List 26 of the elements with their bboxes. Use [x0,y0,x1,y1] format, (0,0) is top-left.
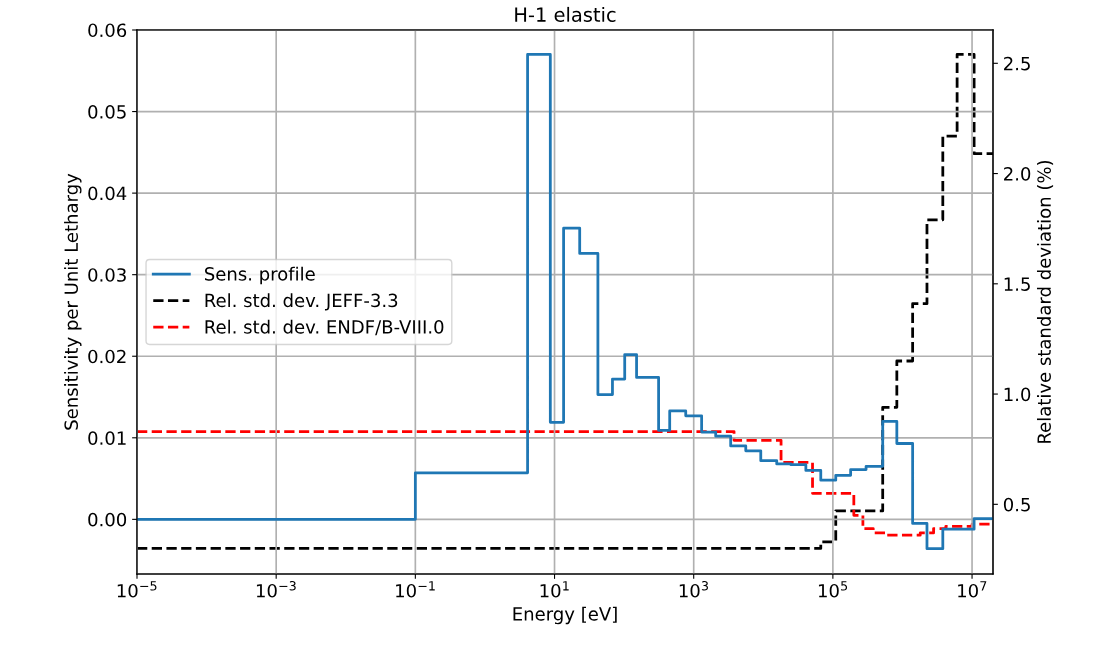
y-tick-label: 0.03 [88,268,126,282]
x-tick-label: 10$^{−1}$ [396,581,435,598]
x-tick-label: 10$^{−3}$ [256,581,296,598]
y-tick-label: 0.01 [88,431,126,445]
x-axis-title: Energy [eV] [513,606,617,625]
y2-axis-title: Relative standard deviation (%) [1036,160,1054,443]
legend-label: Rel. std. dev. ENDF/B-VIII.0 [205,319,444,336]
chart-title: H-1 elastic [515,6,616,22]
y-axis-title: Sensitivity per Unit Lethargy [64,173,82,430]
x-tick-label: 10$^{5}$ [818,581,848,598]
y-tick-label: 0.04 [88,186,127,201]
legend-label: Rel. std. dev. JEFF-3.3 [205,293,398,311]
y2-tick-label: 1.0 [1004,387,1031,402]
y2-tick-label: 1.5 [1004,277,1030,291]
y2-tick-label: 2.5 [1004,56,1030,71]
x-tick-label: 10$^{1}$ [540,581,569,598]
y-tick-label: 0.00 [88,512,127,527]
y2-tick-label: 2.0 [1004,167,1031,181]
y-tick-label: 0.06 [88,23,127,38]
y-tick-label: 0.05 [88,105,126,119]
x-tick-label: 10$^{3}$ [679,581,708,598]
x-tick-label: 10$^{7}$ [958,581,987,598]
x-tick-label: 10$^{−5}$ [117,581,157,598]
legend-label: Sens. profile [205,266,315,285]
y2-tick-label: 0.5 [1003,497,1030,512]
y-tick-label: 0.02 [88,349,126,364]
